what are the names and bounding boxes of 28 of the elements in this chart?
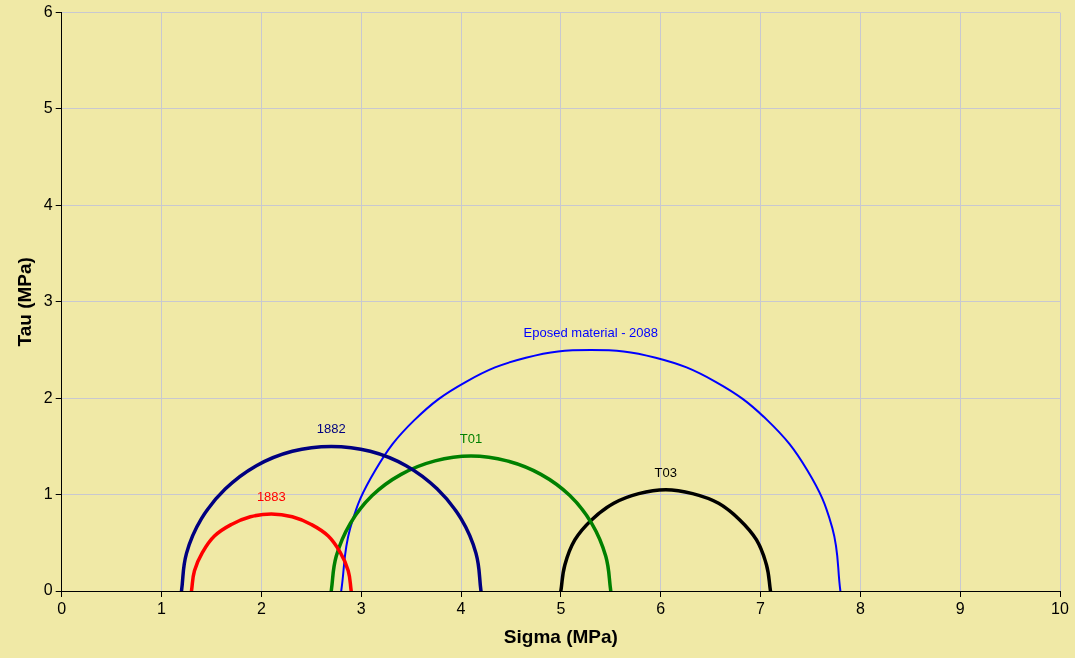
y-tick-label: 1 [43,485,53,503]
y-axis-title: Tau (MPa) [13,257,35,347]
y-tick-label: 0 [43,581,53,599]
x-tick-label: 0 [57,600,67,618]
y-tick-label: 3 [43,292,53,310]
line-series [189,512,353,591]
x-tick-label: 8 [855,600,865,618]
x-tick-label: 4 [456,600,466,618]
y-tick-label: 5 [43,99,53,117]
series-label: 1883 [256,488,286,504]
x-tick-label: 5 [556,600,566,618]
series-label: T03 [654,464,677,480]
x-tick-label: 2 [256,600,266,618]
series-label: 1882 [316,421,346,437]
x-axis-title: Sigma (MPa) [503,625,618,647]
y-tick-label: 6 [43,3,53,21]
x-tick-label: 3 [356,600,366,618]
x-tick-label: 10 [1051,600,1069,618]
series-label: Eposed material - 2088 [523,325,659,341]
x-tick-label: 7 [756,600,766,618]
y-tick-label: 2 [43,388,53,406]
x-tick-label: 9 [955,600,965,618]
y-tick-label: 4 [43,195,53,213]
series-label: T01 [459,431,483,447]
line-series [329,454,613,591]
line-series [179,444,483,591]
x-tick-label: 6 [656,600,666,618]
x-tick-label: 1 [157,600,167,618]
